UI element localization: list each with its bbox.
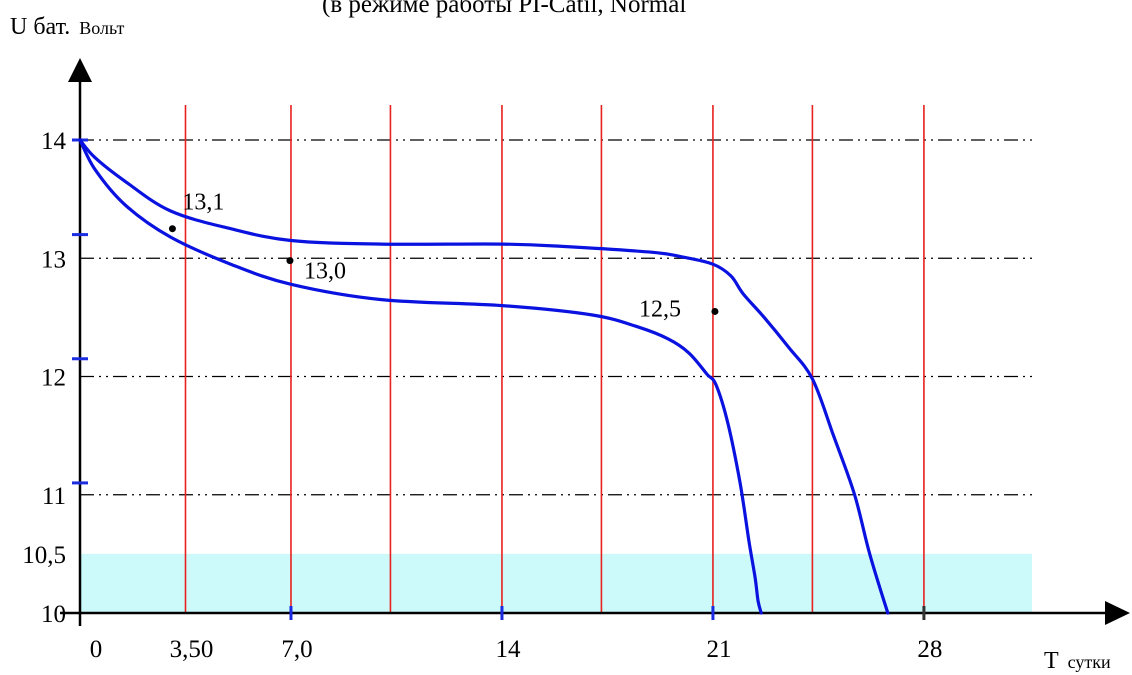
y-tick-label: 13 <box>41 246 66 273</box>
y-axis-title: U бат. Вольт <box>10 14 125 40</box>
annotation-label: 12,5 <box>639 296 681 322</box>
series-line-1 <box>78 138 890 615</box>
x-axis-title-unit: сутки <box>1068 652 1111 672</box>
annotation-point <box>711 307 719 315</box>
x-axis-title-main: T <box>1044 648 1059 674</box>
annotation-point <box>286 257 294 265</box>
annotation-label: 13,0 <box>304 259 346 285</box>
x-tick-label: 0 <box>90 636 103 663</box>
x-tick-label: 7,0 <box>281 636 312 663</box>
y-tick-label: 10,5 <box>22 542 66 569</box>
y-axis-title-main: U бат. <box>10 14 70 40</box>
x-tick-label: 28 <box>917 636 942 663</box>
y-axis-title-unit: Вольт <box>79 18 124 38</box>
shaded-region <box>80 553 1032 613</box>
x-tick-label: 21 <box>706 636 731 663</box>
series-line-2 <box>78 138 763 615</box>
x-axis-title: T сутки <box>1044 648 1111 674</box>
x-axis-arrow <box>1105 601 1130 625</box>
y-tick-label: 14 <box>41 128 67 155</box>
annotation-point <box>168 225 176 233</box>
y-tick-label: 11 <box>42 483 66 510</box>
annotation-label: 13,1 <box>182 190 224 216</box>
chart-title: (в режиме работы PI-Catil, Normal <box>322 0 686 18</box>
y-tick-label: 10 <box>41 601 66 628</box>
x-tick-label: 3,50 <box>170 636 214 663</box>
y-tick-label: 12 <box>41 365 66 392</box>
x-tick-label: 14 <box>495 636 521 663</box>
y-axis-arrow <box>68 58 92 82</box>
